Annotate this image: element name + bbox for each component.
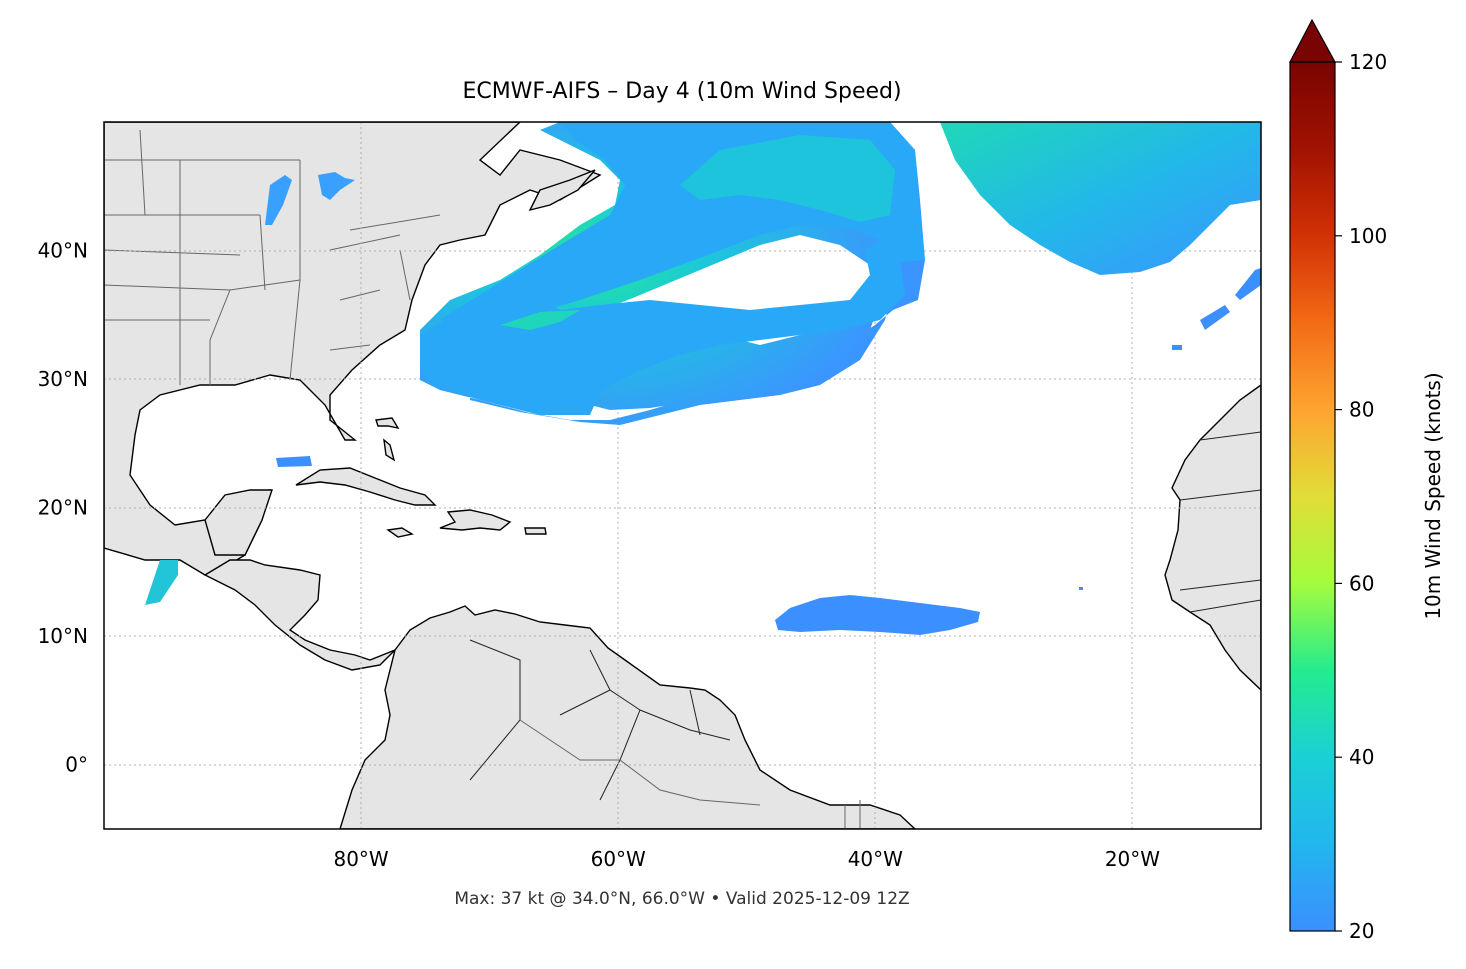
colorbar-ticks: 120 100 80 60 40 20 bbox=[1335, 50, 1387, 943]
colorbar-extend-arrow bbox=[1289, 18, 1337, 63]
lon-tick-label: 80°W bbox=[333, 847, 388, 871]
latitude-ticks: 40°N 30°N 20°N 10°N 0° bbox=[38, 239, 88, 777]
lat-tick-label: 10°N bbox=[38, 624, 88, 648]
colorbar-tick-label: 100 bbox=[1349, 224, 1387, 248]
wind-jet-core bbox=[500, 310, 580, 330]
wind-pacific-patch bbox=[145, 560, 178, 605]
land-cuba bbox=[295, 467, 437, 506]
colorbar-gradient bbox=[1290, 62, 1335, 931]
wind-ne-field bbox=[940, 122, 1261, 275]
land-africa bbox=[1164, 384, 1261, 691]
land-yucatan bbox=[204, 489, 273, 556]
land-south-america bbox=[339, 605, 917, 829]
colorbar-frame bbox=[1289, 61, 1336, 932]
land-nova-scotia bbox=[528, 169, 596, 212]
colorbar-tick-label: 80 bbox=[1349, 398, 1374, 422]
country-borders-minor bbox=[519, 719, 861, 829]
wind-tropical-patch bbox=[775, 595, 980, 635]
wind-jet-south-arm bbox=[420, 240, 905, 415]
colorbar-label: 10m Wind Speed (knots) bbox=[1421, 372, 1445, 619]
lat-tick-label: 0° bbox=[65, 753, 88, 777]
land-puerto-rico bbox=[524, 527, 547, 535]
lat-tick-label: 20°N bbox=[38, 496, 88, 520]
longitude-ticks: 80°W 60°W 40°W 20°W bbox=[333, 847, 1160, 871]
lat-tick-label: 40°N bbox=[38, 239, 88, 263]
colorbar-tick-label: 20 bbox=[1349, 919, 1374, 943]
map-area bbox=[104, 122, 1261, 829]
lon-tick-label: 60°W bbox=[591, 847, 646, 871]
land-central-america bbox=[203, 559, 396, 671]
wind-field bbox=[145, 122, 1261, 635]
colorbar-tick-label: 40 bbox=[1349, 745, 1374, 769]
map-frame bbox=[103, 121, 1262, 830]
land-bahamas bbox=[375, 417, 400, 462]
footer-annotation: Max: 37 kt @ 34.0°N, 66.0°W • Valid 2025… bbox=[454, 889, 909, 909]
state-borders bbox=[104, 129, 441, 385]
lat-tick-label: 30°N bbox=[38, 367, 88, 391]
wind-jet-north-core bbox=[680, 135, 895, 222]
wind-atlantic-dot bbox=[1079, 587, 1083, 590]
wind-east-streak bbox=[1172, 268, 1261, 350]
colorbar-tick-label: 60 bbox=[1349, 571, 1374, 595]
wind-great-lakes bbox=[265, 172, 355, 225]
land-hispaniola bbox=[439, 509, 512, 531]
lon-tick-label: 20°W bbox=[1105, 847, 1160, 871]
land-jamaica bbox=[386, 527, 414, 538]
wind-gulf-patch bbox=[276, 456, 312, 467]
colorbar-tick-label: 120 bbox=[1349, 50, 1387, 74]
colorbar: 120 100 80 60 40 20 10m Wind Speed (knots) bbox=[1289, 18, 1445, 943]
lon-tick-label: 40°W bbox=[848, 847, 903, 871]
map-title: ECMWF-AIFS – Day 4 (10m Wind Speed) bbox=[462, 79, 901, 104]
